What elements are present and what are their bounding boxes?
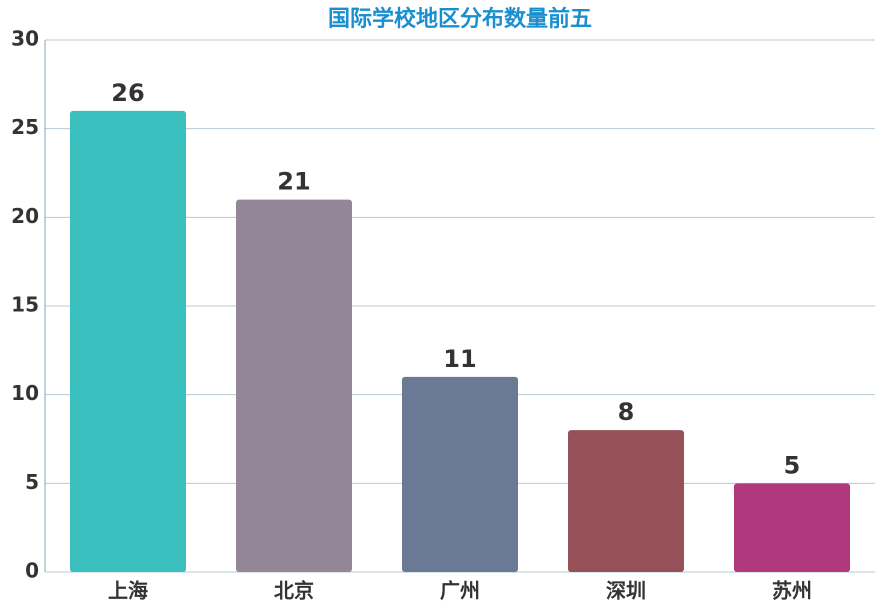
y-tick-label: 5 [25,470,39,494]
y-tick-label: 30 [11,27,39,51]
y-tick-label: 20 [11,204,39,228]
y-tick-label: 25 [11,115,39,139]
y-tick-label: 15 [11,293,39,317]
x-tick-label: 上海 [108,579,148,603]
chart-title: 国际学校地区分布数量前五 [328,6,592,32]
data-label: 8 [618,398,635,426]
bar [236,199,352,572]
y-tick-label: 10 [11,381,39,405]
bar [568,430,684,572]
bar [734,483,850,572]
x-tick-label: 深圳 [606,579,646,603]
data-label: 26 [111,79,144,107]
x-tick-label: 苏州 [772,579,812,603]
data-label: 5 [784,451,801,479]
x-tick-label: 广州 [440,579,480,603]
x-tick-label: 北京 [274,579,314,603]
data-label: 21 [277,168,310,196]
y-tick-label: 0 [25,559,39,583]
bar [402,376,518,572]
data-label: 11 [443,345,476,373]
bar [70,110,186,572]
